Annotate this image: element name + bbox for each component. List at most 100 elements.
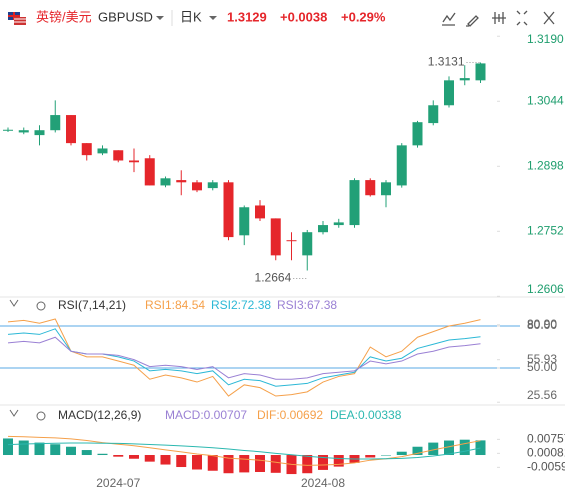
dropdown-arrow[interactable] [156, 16, 164, 20]
macd-bar [192, 455, 202, 470]
macd-bar [129, 455, 139, 459]
y-tick-label: 80.90 [527, 317, 557, 331]
candle-body [349, 180, 360, 226]
change: +0.0038 [280, 9, 327, 24]
toolbar [442, 10, 555, 27]
legend-entry: DEA:0.00338 [330, 408, 402, 422]
candle-body [459, 78, 470, 81]
macd-bar [396, 451, 407, 456]
settings-button[interactable] [516, 10, 528, 26]
flag-icon [8, 12, 26, 25]
macd-bar [97, 453, 108, 456]
change-pct: +0.29% [341, 9, 386, 24]
macd-bar [333, 455, 344, 467]
y-tick-label: 1.3044 [527, 93, 564, 107]
dropdown-arrow[interactable] [209, 16, 217, 20]
y-tick-label: 80.00 [527, 318, 557, 332]
candle-body [239, 207, 250, 236]
series-line [7, 318, 481, 397]
candle-body [144, 158, 155, 186]
draw-button[interactable] [466, 15, 479, 27]
x-tick-label: 2024-08 [301, 476, 345, 490]
candle-body [18, 130, 29, 133]
collapse-icon[interactable] [9, 409, 19, 417]
candle-body [207, 182, 218, 189]
candle-body [34, 130, 45, 136]
collapse-icon[interactable] [9, 299, 19, 307]
candle-body [3, 129, 13, 131]
settings-icon[interactable] [36, 411, 46, 421]
candle-body [302, 232, 313, 256]
y-tick-label: 55.93 [527, 352, 557, 366]
macd-bar [34, 442, 45, 456]
candle-body [475, 63, 486, 81]
candle-body [129, 160, 139, 163]
rsi-title: RSI(7,14,21) [58, 298, 126, 312]
close-button[interactable] [543, 11, 555, 25]
instrument-name: 英镑/美元 [36, 9, 92, 24]
macd-bar [81, 450, 92, 456]
macd-bar [270, 455, 281, 473]
indicator-button[interactable] [442, 12, 456, 26]
macd-bar [475, 440, 486, 456]
y-tick-label: 1.2606 [527, 282, 564, 296]
y-tick-label: 1.2752 [527, 223, 564, 237]
macd-bar [302, 455, 313, 474]
macd-bar [176, 455, 187, 468]
macd-bar [113, 455, 124, 457]
candle-body [412, 122, 423, 146]
y-tick-label: 0.00757 [527, 432, 565, 446]
candle-body [176, 180, 187, 183]
y-tick-label: 0.00081 [527, 446, 565, 460]
legend-entry: RSI1:84.54 [145, 298, 205, 312]
macd-bar [318, 455, 328, 470]
candle-body [81, 143, 92, 156]
candle-body [396, 145, 407, 186]
macd-bar [223, 455, 234, 474]
macd-bar [365, 455, 376, 458]
macd-bar [3, 438, 13, 456]
candle-body [333, 222, 344, 226]
candle-body [97, 148, 108, 154]
y-tick-label: 25.56 [527, 388, 557, 402]
candle-body [255, 205, 265, 219]
candle-body [223, 182, 234, 238]
macd-title: MACD(12,26,9) [58, 408, 141, 422]
macd-bar [160, 455, 171, 465]
macd-bar [66, 446, 76, 456]
macd-bar [444, 440, 454, 456]
candle-body [428, 105, 439, 124]
macd-bar [207, 455, 218, 471]
candle-body [365, 180, 376, 196]
macd-bar [381, 455, 391, 456]
macd-bar [50, 444, 61, 456]
candle-body [318, 225, 328, 233]
candle-body [286, 240, 297, 242]
candle-body [444, 80, 454, 106]
symbol[interactable]: GBPUSD [98, 9, 153, 24]
macd-bar [239, 455, 250, 473]
macd-bar [412, 446, 423, 456]
settings-icon[interactable] [36, 301, 46, 311]
y-tick-label: -0.00596 [527, 460, 565, 474]
candle-body [66, 115, 76, 144]
macd-bar [428, 442, 439, 456]
period[interactable]: 日K [180, 9, 202, 24]
y-tick-label: 1.2898 [527, 158, 564, 172]
macd-bar [144, 455, 155, 462]
candle-body [381, 182, 391, 196]
high-label: 1.3131 [428, 55, 465, 69]
series-line [7, 435, 481, 466]
price: 1.3129 [227, 9, 267, 24]
macd-bar [18, 440, 29, 456]
legend-entry: MACD:0.00707 [165, 408, 247, 422]
compare-button[interactable] [492, 12, 506, 24]
y-tick-label: 1.3190 [527, 32, 564, 46]
candle-body [160, 178, 171, 186]
candle-body [270, 218, 281, 256]
legend-entry: DIF:0.00692 [257, 408, 323, 422]
legend-entry: RSI2:72.38 [211, 298, 271, 312]
low-label: 1.2664 [255, 271, 292, 285]
